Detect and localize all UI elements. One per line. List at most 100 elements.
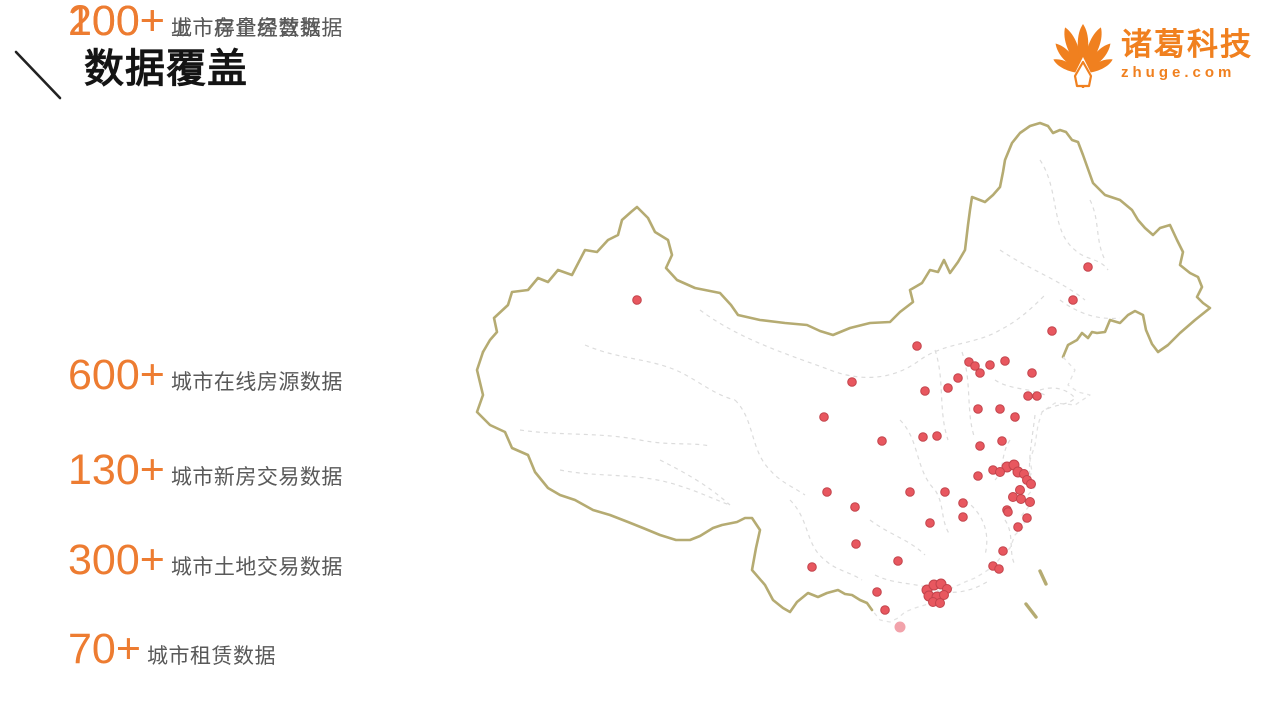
stat-value: 600+: [68, 351, 165, 399]
city-dot: [975, 441, 985, 451]
city-dot: [918, 432, 928, 442]
city-dot: [1083, 262, 1093, 272]
taiwan-dashes: [1024, 569, 1048, 619]
stat-value: 130+: [68, 446, 165, 494]
city-dot: [877, 436, 887, 446]
province-borders: [519, 159, 1121, 593]
city-dot: [1027, 368, 1037, 378]
city-dot: [850, 502, 860, 512]
stat-label: 城市存量房数据: [170, 16, 322, 40]
city-dot: [1019, 469, 1029, 479]
stat-item-land-transactions: 300+ 城市土地交易数据: [68, 539, 343, 582]
stat-item-online-listings: 600+ 城市在线房源数据: [68, 354, 343, 397]
city-dot: [1047, 326, 1057, 336]
city-dot: [894, 621, 906, 633]
city-dot: [958, 498, 968, 508]
city-dot: [1032, 391, 1042, 401]
city-dot: [905, 487, 915, 497]
city-dot: [920, 386, 930, 396]
city-dot: [925, 518, 935, 528]
city-dot: [1008, 459, 1020, 471]
stat-item-listed-companies: 100+ 上市房企经营数据: [68, 0, 343, 43]
city-dot: [970, 361, 980, 371]
stat-item-rental: 70+ 城市租赁数据: [68, 628, 276, 671]
city-dot: [994, 564, 1004, 574]
city-dot: [1022, 513, 1032, 523]
city-dot: [847, 377, 857, 387]
china-border-north: [481, 121, 1212, 359]
city-dot: [807, 562, 817, 572]
city-dot: [935, 598, 945, 608]
city-dot: [923, 590, 935, 602]
city-dot: [939, 590, 949, 600]
logo: 诸葛科技 zhuge.com: [1053, 22, 1253, 88]
city-dot: [819, 412, 829, 422]
city-dot: [998, 546, 1008, 556]
city-dot: [921, 584, 933, 596]
city-dot: [1016, 494, 1026, 504]
city-dot: [940, 487, 950, 497]
city-dot: [1002, 505, 1012, 515]
page-title: 数据覆盖: [84, 46, 248, 92]
stat-label: 城市租赁数据: [146, 644, 276, 668]
fan-logo-icon: [1053, 24, 1113, 88]
stat-item-existing-homes: 200+ 城市存量房数据: [68, 0, 321, 43]
stat-label: 城市在线房源数据: [170, 370, 343, 394]
slash-icon: [14, 50, 62, 100]
stat-value: 100+: [68, 0, 165, 45]
city-markers: [632, 262, 1093, 633]
city-dot: [872, 587, 882, 597]
city-dot: [943, 383, 953, 393]
city-dot: [931, 591, 943, 603]
city-dot: [1008, 492, 1018, 502]
city-dot: [1000, 356, 1010, 366]
city-dot: [997, 436, 1007, 446]
city-dot: [1026, 479, 1036, 489]
stat-value: 300+: [68, 536, 165, 584]
city-dot: [1012, 466, 1024, 478]
city-dot: [928, 579, 940, 591]
city-dot: [973, 404, 983, 414]
city-dot: [1015, 485, 1025, 495]
city-dot: [893, 556, 903, 566]
stat-label: 城市土地交易数据: [170, 555, 343, 579]
city-dot: [1010, 412, 1020, 422]
city-dot: [995, 467, 1005, 477]
china-coastline: [871, 356, 1091, 623]
city-dot: [995, 404, 1005, 414]
city-dot: [958, 512, 968, 522]
city-dot: [928, 597, 938, 607]
city-dot: [1025, 497, 1035, 507]
china-border-south: [475, 350, 874, 614]
stat-label: 上市房企经营数据: [170, 16, 343, 40]
city-dot: [964, 357, 974, 367]
city-dot: [942, 584, 952, 594]
city-dot: [880, 605, 890, 615]
city-dot: [1001, 461, 1013, 473]
city-dot: [985, 360, 995, 370]
stat-value: 70+: [68, 625, 141, 673]
city-dot: [935, 578, 947, 590]
city-dot: [988, 561, 998, 571]
city-dot: [912, 341, 922, 351]
stat-value: 200+: [68, 0, 165, 45]
stat-label: 城市新房交易数据: [170, 465, 343, 489]
stat-item-new-home-transactions: 130+ 城市新房交易数据: [68, 449, 343, 492]
logo-name: 诸葛科技: [1121, 26, 1253, 63]
city-dot: [851, 539, 861, 549]
city-dot: [1013, 522, 1023, 532]
logo-domain: zhuge.com: [1121, 64, 1236, 82]
city-dot: [988, 465, 998, 475]
city-dot: [1003, 507, 1013, 517]
city-dot: [973, 471, 983, 481]
city-dot: [1023, 391, 1033, 401]
city-dot: [953, 373, 963, 383]
city-dot: [932, 431, 942, 441]
city-dot: [1068, 295, 1078, 305]
city-dot: [632, 295, 642, 305]
city-dot: [822, 487, 832, 497]
city-dot: [1022, 475, 1032, 485]
city-dot: [975, 368, 985, 378]
